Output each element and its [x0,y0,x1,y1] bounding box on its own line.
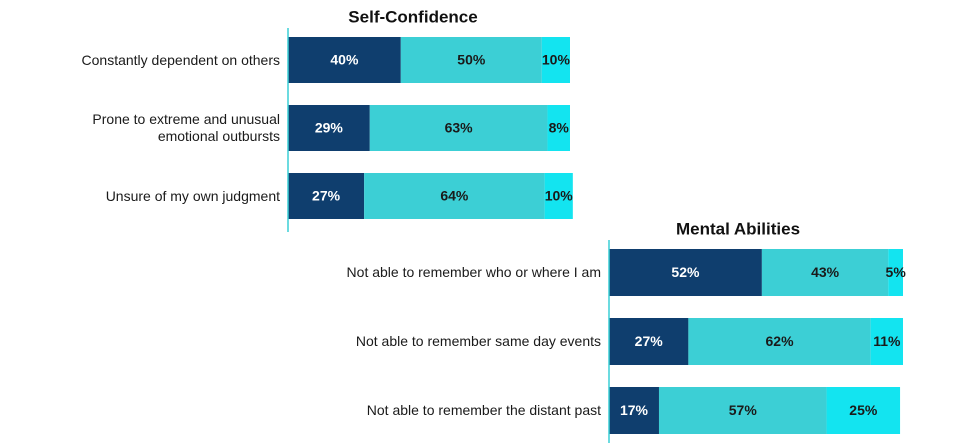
bar-segment [400,37,542,83]
value-label: 43% [811,264,840,280]
bar-segment [541,37,570,83]
chart-title: Mental Abilities [676,219,800,238]
value-label: 27% [312,188,341,204]
category-label: Unsure of my own judgment [105,187,280,204]
bar-segment [658,387,827,434]
bar-segment [609,387,659,434]
category-label: Not able to remember who or where I am [346,264,601,280]
bar-segment [888,249,903,296]
bar-segment [544,173,573,219]
value-label: 64% [440,188,469,204]
value-label: 50% [457,52,486,68]
value-label: 8% [549,120,570,136]
bar-segment [826,387,901,434]
bar-segment [547,105,570,151]
value-label: 62% [766,333,795,349]
value-label: 25% [849,402,878,418]
bar-segment [609,249,762,296]
value-label: 52% [671,264,700,280]
value-label: 27% [635,333,664,349]
category-label: Not able to remember the distant past [366,402,601,418]
category-label: Not able to remember same day events [355,333,601,349]
value-label: 17% [620,402,649,418]
bar-segment [761,249,889,296]
value-label: 63% [445,120,474,136]
value-label: 29% [315,120,344,136]
value-label: 5% [886,264,907,280]
bar-segment [688,318,871,365]
bar-segment [288,173,365,219]
value-label: 10% [545,188,574,204]
bar-segment [369,105,548,151]
value-label: 40% [330,52,359,68]
chart-title: Self-Confidence [348,7,477,26]
bar-segment [870,318,903,365]
value-label: 11% [873,333,901,349]
bar-segment [364,173,545,219]
value-label: 57% [729,402,758,418]
bar-segment [288,105,370,151]
value-label: 10% [542,52,571,68]
bar-segment [609,318,689,365]
category-label: Prone to extreme and unusual emotional o… [92,111,280,144]
bar-segment [288,37,401,83]
category-label: Constantly dependent on others [81,51,280,68]
